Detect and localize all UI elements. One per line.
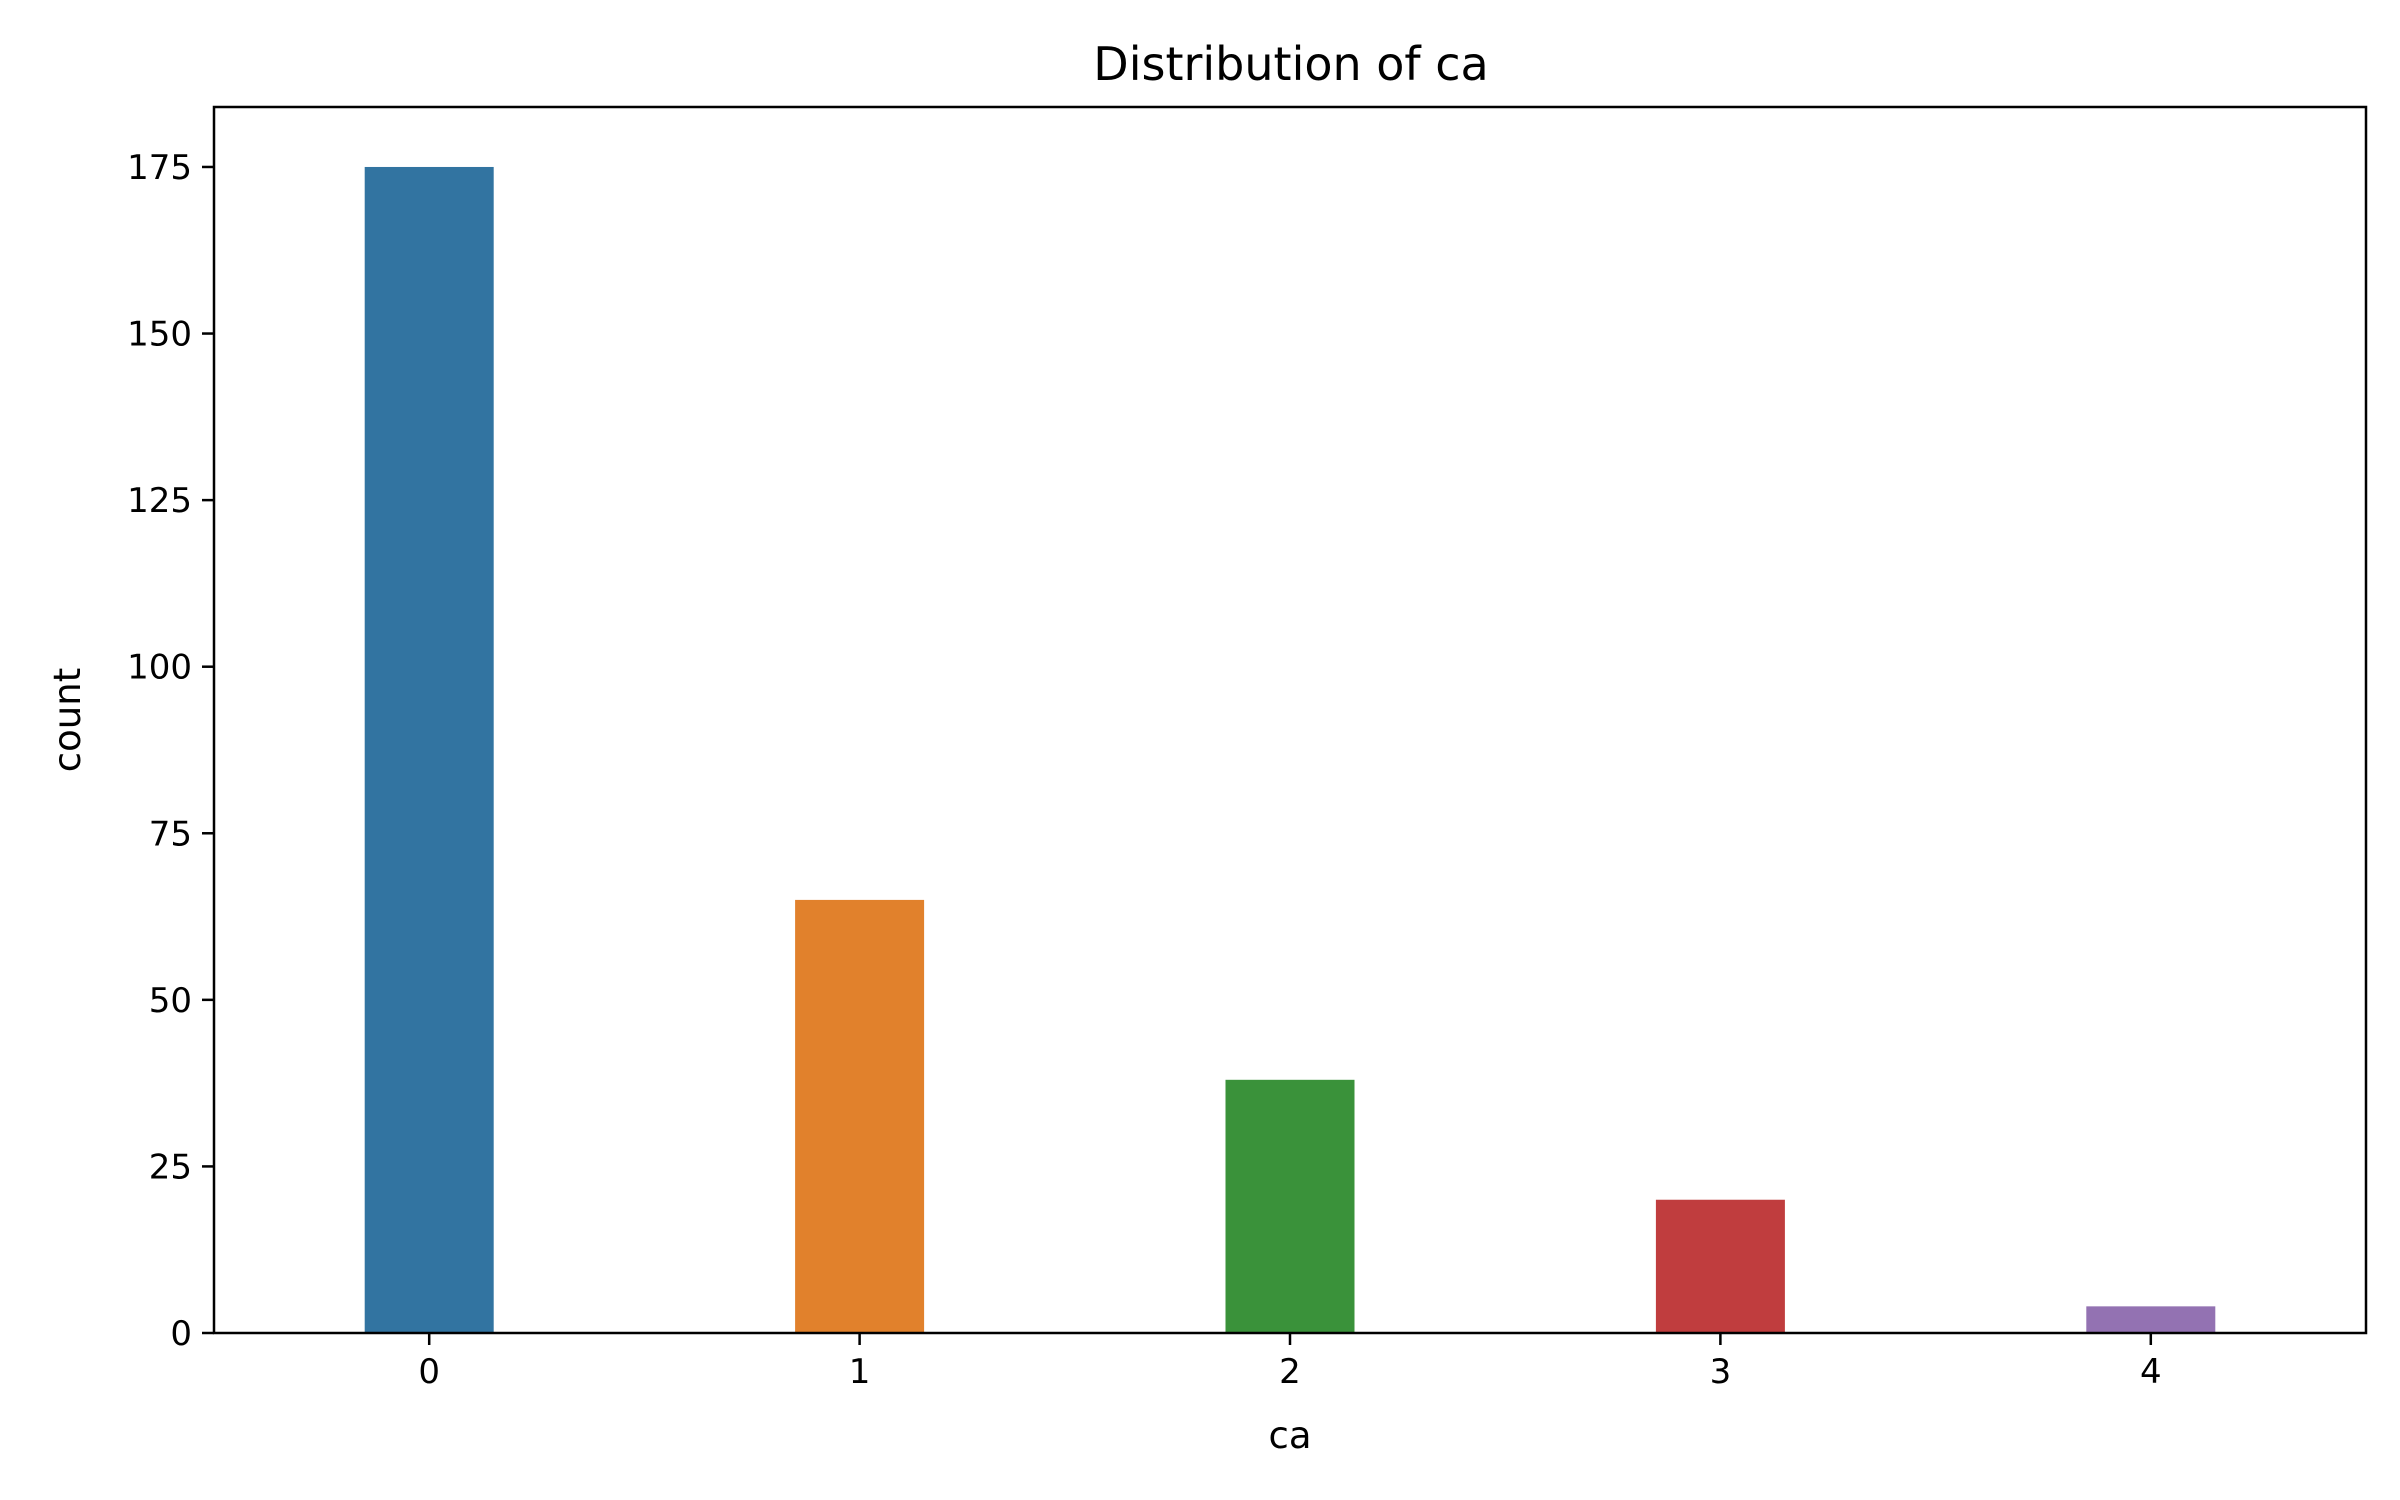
x-axis-ticks: 0 1 2 3 4 bbox=[418, 1333, 2162, 1392]
y-tick-label: 50 bbox=[149, 981, 192, 1021]
bar-1 bbox=[795, 899, 925, 1333]
plot-frame bbox=[212, 105, 2368, 1335]
y-tick-label: 75 bbox=[149, 814, 192, 854]
x-tick-label: 2 bbox=[1279, 1352, 1301, 1392]
y-tick-label: 25 bbox=[149, 1147, 192, 1187]
chart-title: Distribution of ca bbox=[1093, 37, 1488, 91]
x-tick-label: 1 bbox=[849, 1352, 871, 1392]
y-tick-label: 125 bbox=[127, 481, 192, 521]
y-tick-label: 175 bbox=[127, 148, 192, 188]
x-tick-label: 3 bbox=[1710, 1352, 1732, 1392]
bars-group bbox=[364, 166, 2216, 1333]
y-tick-label: 0 bbox=[170, 1314, 192, 1354]
bar-3 bbox=[1655, 1199, 1785, 1333]
y-axis-label: count bbox=[46, 668, 89, 772]
y-tick-label: 100 bbox=[127, 648, 192, 688]
y-tick-label: 150 bbox=[127, 315, 192, 355]
x-tick-label: 0 bbox=[418, 1352, 440, 1392]
bar-0 bbox=[364, 166, 494, 1333]
x-axis-label: ca bbox=[1268, 1414, 1311, 1457]
bar-4 bbox=[2086, 1306, 2216, 1333]
x-tick-label: 4 bbox=[2140, 1352, 2162, 1392]
bar-2 bbox=[1225, 1079, 1355, 1333]
y-axis-ticks: 0 25 50 75 100 125 150 175 bbox=[127, 148, 214, 1354]
